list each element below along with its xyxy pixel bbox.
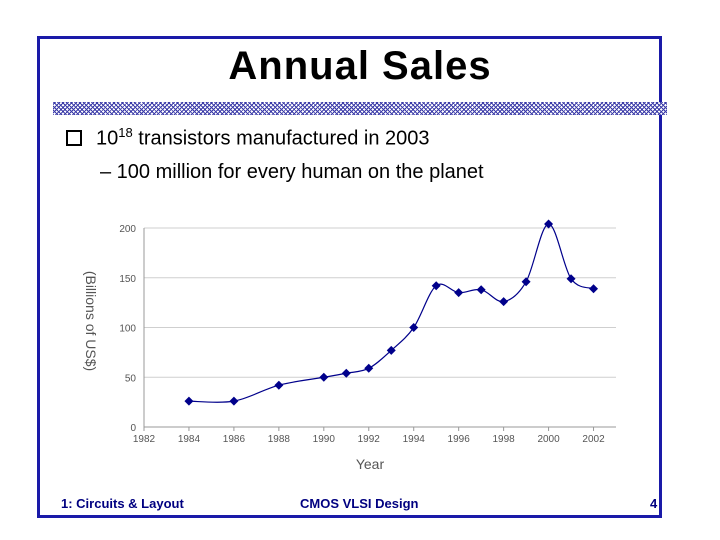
y-tick-label: 150 bbox=[119, 274, 136, 285]
sales-series-line bbox=[188, 223, 594, 403]
x-tick-label: 1990 bbox=[313, 434, 336, 445]
y-tick-labels: 0 50 100 150 200 bbox=[119, 224, 136, 434]
footer-center: CMOS VLSI Design bbox=[300, 496, 419, 511]
slide-title: Annual Sales bbox=[228, 44, 492, 88]
data-point-marker bbox=[341, 368, 351, 378]
x-tick-label: 1988 bbox=[268, 434, 291, 445]
data-point-marker bbox=[319, 372, 329, 382]
y-tick-label: 0 bbox=[130, 423, 136, 434]
data-point-marker bbox=[431, 281, 441, 291]
page-number: 4 bbox=[650, 496, 658, 511]
chart-axes bbox=[143, 228, 616, 431]
y-axis-label: (Billions of US$) bbox=[83, 271, 99, 371]
y-tick-label: 200 bbox=[119, 224, 136, 235]
data-point-marker bbox=[409, 323, 419, 332]
footer-left: 1: Circuits & Layout bbox=[61, 496, 184, 511]
x-tick-label: 1986 bbox=[223, 434, 246, 445]
x-tick-label: 1984 bbox=[178, 434, 201, 445]
sales-data-points bbox=[184, 219, 599, 406]
x-tick-label: 1996 bbox=[448, 434, 471, 445]
x-tick-label: 1992 bbox=[358, 434, 381, 445]
data-point-marker bbox=[566, 274, 576, 284]
annual-sales-chart: 0 50 100 150 200 1982 1984 1986 1988 1990 1992 199… bbox=[83, 219, 616, 472]
data-point-marker bbox=[521, 277, 531, 287]
square-bullet-icon bbox=[66, 129, 82, 146]
x-tick-labels: 1982 1984 1986 1988 1990 1992 1994 1996 1998 2000… bbox=[133, 434, 605, 445]
title-divider bbox=[53, 102, 667, 115]
x-tick-label: 1982 bbox=[133, 434, 156, 445]
x-tick-label: 2000 bbox=[537, 434, 560, 445]
x-tick-label: 1994 bbox=[403, 434, 426, 445]
data-point-marker bbox=[229, 396, 239, 406]
data-point-marker bbox=[499, 297, 509, 307]
data-point-marker bbox=[274, 380, 284, 390]
y-tick-label: 100 bbox=[119, 324, 136, 335]
x-tick-label: 1998 bbox=[492, 434, 515, 445]
sub-bullet-item: – 100 million for every human on the pla… bbox=[100, 161, 484, 183]
data-point-marker bbox=[364, 363, 374, 373]
chart-gridlines bbox=[144, 227, 616, 378]
data-point-marker bbox=[386, 345, 396, 355]
x-tick-label: 2002 bbox=[582, 434, 605, 445]
data-point-marker bbox=[184, 396, 194, 406]
data-point-marker bbox=[589, 284, 599, 294]
bullet-exponent: 18 bbox=[118, 125, 133, 140]
data-point-marker bbox=[544, 219, 554, 229]
slide-frame bbox=[37, 36, 662, 518]
x-axis-label: Year bbox=[356, 456, 385, 472]
bullet-base: 10 bbox=[96, 127, 119, 150]
data-point-marker bbox=[476, 285, 486, 295]
bullet-text: transistors manufactured in 2003 bbox=[132, 127, 430, 150]
data-point-marker bbox=[454, 288, 464, 298]
y-tick-label: 50 bbox=[125, 373, 137, 384]
bullet-item: 1018 transistors manufactured in 2003 bbox=[66, 125, 430, 151]
